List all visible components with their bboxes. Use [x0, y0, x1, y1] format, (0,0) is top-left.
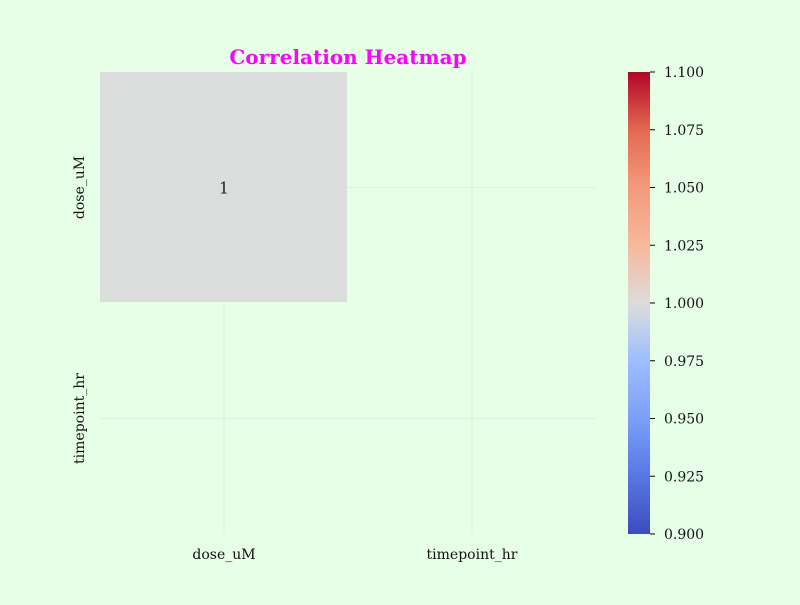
colorbar-tick-label: 1.100	[664, 65, 704, 81]
y-tick-label: timepoint_hr	[72, 373, 88, 464]
chart-title: Correlation Heatmap	[229, 45, 466, 69]
colorbar-gradient	[628, 72, 650, 534]
colorbar-tick-label: 0.975	[664, 354, 704, 370]
heatmap-cells	[100, 72, 347, 302]
cell-value-label: 1	[219, 179, 229, 198]
heatmap-cell	[100, 72, 347, 302]
x-tick-label: dose_uM	[192, 547, 255, 563]
colorbar-tick-label: 1.075	[664, 123, 704, 139]
colorbar-tick-label: 1.025	[664, 238, 704, 254]
colorbar-ticks: 0.900 0.925 0.950 0.975 1.000 1.025 1.050 1.075…	[650, 65, 704, 543]
colorbar-tick-label: 0.925	[664, 469, 704, 485]
colorbar-tick-label: 0.900	[664, 527, 704, 543]
y-axis-tick-labels: dose_uM timepoint_hr	[72, 156, 88, 464]
colorbar-tick-label: 1.000	[664, 296, 704, 312]
colorbar-tick-label: 0.950	[664, 412, 704, 428]
x-tick-label: timepoint_hr	[427, 547, 518, 563]
colorbar: 0.900 0.925 0.950 0.975 1.000 1.025 1.050 1.075…	[628, 65, 704, 543]
colorbar-tick-label: 1.050	[664, 181, 704, 197]
cell-labels: 1	[219, 179, 229, 198]
x-axis-tick-labels: dose_uM timepoint_hr	[192, 547, 517, 563]
y-tick-label: dose_uM	[72, 156, 88, 219]
